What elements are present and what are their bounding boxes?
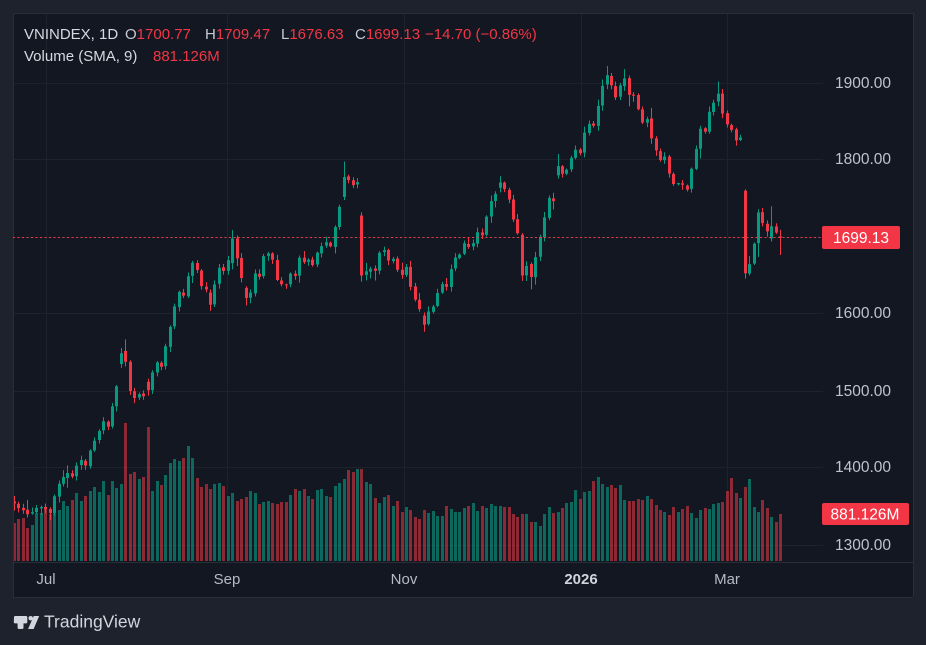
svg-text:881.126M: 881.126M <box>831 507 900 524</box>
svg-text:1699.13: 1699.13 <box>833 230 889 247</box>
svg-text:Sep: Sep <box>214 571 241 588</box>
svg-text:1300.00: 1300.00 <box>835 537 891 554</box>
svg-text:1500.00: 1500.00 <box>835 383 891 400</box>
svg-text:TradingView: TradingView <box>44 612 141 632</box>
svg-text:1600.00: 1600.00 <box>835 305 891 322</box>
svg-text:1900.00: 1900.00 <box>835 75 891 92</box>
svg-text:1800.00: 1800.00 <box>835 151 891 168</box>
svg-text:Jul: Jul <box>36 571 55 588</box>
svg-text:2026: 2026 <box>564 571 597 588</box>
svg-text:Mar: Mar <box>714 571 740 588</box>
svg-text:Volume (SMA, 9)881.126M: Volume (SMA, 9) 881.126M <box>24 48 220 65</box>
svg-text:Nov: Nov <box>391 571 418 588</box>
svg-text:1400.00: 1400.00 <box>835 459 891 476</box>
